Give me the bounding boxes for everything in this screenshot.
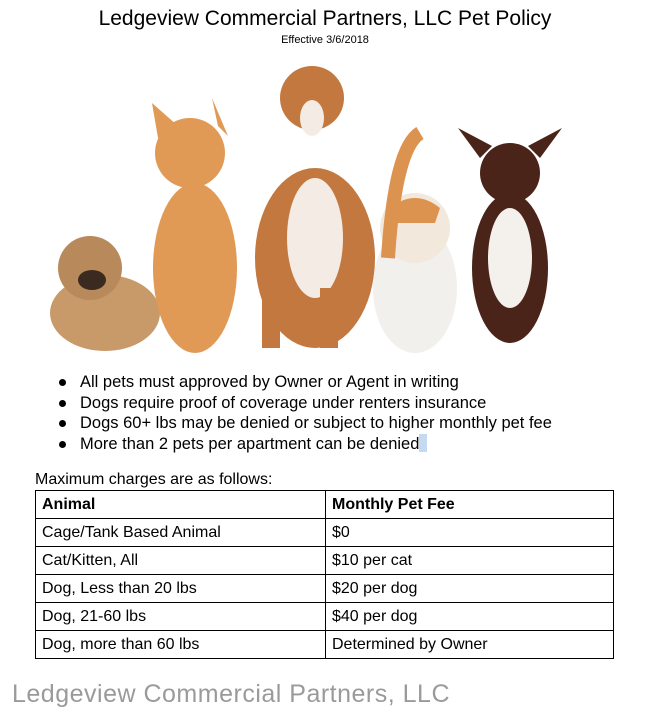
text-cursor-selection (419, 433, 428, 452)
fee-cell: $0 (325, 518, 614, 547)
pug-dog (50, 236, 160, 351)
exotic-cat (373, 127, 457, 353)
brown-white-dog (255, 66, 375, 348)
animal-cell: Dog, Less than 20 lbs (35, 574, 326, 603)
rule-item: All pets must approved by Owner or Agent… (55, 372, 552, 393)
animal-cell: Cat/Kitten, All (35, 546, 326, 575)
rule-item: More than 2 pets per apartment can be de… (55, 433, 552, 455)
policy-rules-list: All pets must approved by Owner or Agent… (55, 372, 552, 454)
fee-cell: $40 per dog (325, 602, 614, 631)
table-row: Cat/Kitten, All $10 per cat (35, 546, 614, 575)
pets-photo (50, 66, 562, 353)
header-fee: Monthly Pet Fee (325, 490, 614, 519)
table-row: Dog, more than 60 lbs Determined by Owner (35, 630, 614, 659)
rule-text: Dogs require proof of coverage under ren… (80, 393, 487, 412)
table-header-row: Animal Monthly Pet Fee (35, 490, 614, 519)
orange-cat (152, 98, 237, 353)
rule-item: Dogs require proof of coverage under ren… (55, 393, 552, 414)
fee-cell: $20 per dog (325, 574, 614, 603)
rule-item: Dogs 60+ lbs may be denied or subject to… (55, 413, 552, 434)
rule-text: All pets must approved by Owner or Agent… (80, 373, 459, 391)
table-row: Cage/Tank Based Animal $0 (35, 518, 614, 547)
animal-cell: Cage/Tank Based Animal (35, 518, 326, 547)
watermark: Ledgeview Commercial Partners, LLC (12, 680, 451, 708)
table-row: Dog, Less than 20 lbs $20 per dog (35, 574, 614, 603)
effective-date: Effective 3/6/2018 (281, 34, 369, 46)
animal-cell: Dog, more than 60 lbs (35, 630, 326, 659)
table-row: Dog, 21-60 lbs $40 per dog (35, 602, 614, 631)
charges-intro: Maximum charges are as follows: (35, 471, 273, 488)
fee-cell: Determined by Owner (325, 630, 614, 659)
page-title: Ledgeview Commercial Partners, LLC Pet P… (98, 7, 552, 30)
header-animal: Animal (35, 490, 326, 519)
animal-cell: Dog, 21-60 lbs (35, 602, 326, 631)
rule-text: Dogs 60+ lbs may be denied or subject to… (80, 414, 552, 432)
chihuahua-dog (458, 128, 562, 343)
rule-text: More than 2 pets per apartment can be de… (80, 434, 420, 453)
pet-fee-table: Animal Monthly Pet Fee Cage/Tank Based An… (35, 490, 614, 659)
fee-cell: $10 per cat (325, 546, 614, 575)
